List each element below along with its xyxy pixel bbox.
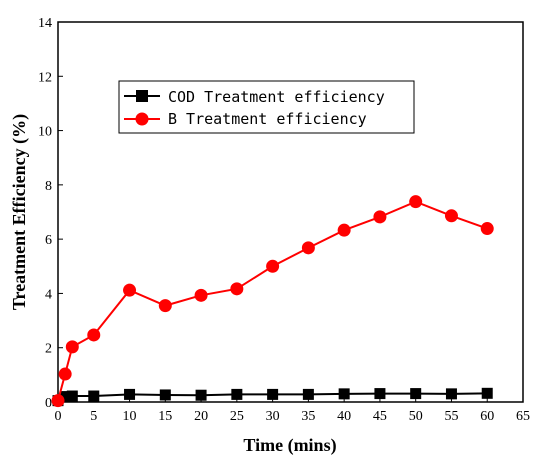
x-tick-label: 40 [337,409,351,424]
data-point-b [301,241,315,255]
x-tick-label: 30 [266,409,280,424]
x-tick-label: 10 [123,409,137,424]
data-point-b [480,222,494,236]
data-point-cod [445,388,457,400]
y-tick-label: 6 [45,233,52,248]
y-tick-label: 2 [45,342,52,357]
y-tick-label: 0 [45,396,52,411]
data-point-b [373,210,387,224]
y-axis: 0 2 4 6 8 10 12 14 [38,16,63,411]
data-point-b [230,282,244,296]
data-point-cod [195,389,207,401]
x-tick-label: 15 [158,409,172,424]
x-tick-label: 55 [444,409,458,424]
series-b [51,195,494,408]
legend-marker-b [135,112,149,126]
y-tick-label: 12 [38,70,52,85]
legend: COD Treatment efficiency B Treatment eff… [118,80,415,134]
data-point-cod [338,388,350,400]
data-point-cod [88,390,100,402]
legend-box [118,80,415,134]
series-line-b [57,200,488,401]
series-layer [51,195,494,408]
data-point-cod [59,391,71,403]
y-axis-title: Treatment Efficiency (%) [9,114,30,310]
legend-label-b: B Treatment efficiency [168,110,367,128]
data-point-b [123,283,137,297]
data-point-b [444,209,458,223]
y-tick-label: 8 [45,179,52,194]
x-tick-label: 65 [516,409,530,424]
data-point-cod [231,388,243,400]
data-point-cod [302,388,314,400]
data-point-b [51,394,65,408]
x-tick-label: 25 [230,409,244,424]
data-point-b [58,367,72,381]
x-tick-label: 5 [90,409,97,424]
x-tick-label: 35 [301,409,315,424]
data-point-b [337,223,351,237]
x-axis-title: Time (mins) [243,435,336,456]
x-tick-label: 20 [194,409,208,424]
x-tick-label: 0 [55,409,62,424]
data-point-b [87,328,101,342]
data-point-cod [267,388,279,400]
data-point-cod [66,390,78,402]
y-tick-label: 4 [45,287,52,302]
x-tick-label: 60 [480,409,494,424]
legend-marker-cod [136,90,148,102]
data-point-cod [124,388,136,400]
y-tick-label: 14 [38,16,52,31]
x-tick-label: 45 [373,409,387,424]
x-tick-label: 50 [409,409,423,424]
series-cod [52,387,493,407]
data-point-b [266,259,280,273]
data-point-b [194,288,208,302]
x-axis: 0 5 10 15 20 25 30 35 40 45 50 55 60 65 [55,397,530,424]
data-point-b [65,340,79,354]
legend-label-cod: COD Treatment efficiency [168,88,385,106]
data-point-cod [481,387,493,399]
data-point-cod [410,388,422,400]
plot-frame [57,21,524,403]
y-tick-label: 10 [38,125,52,140]
data-point-cod [159,389,171,401]
data-point-cod [374,388,386,400]
data-point-b [409,195,423,209]
data-point-b [158,299,172,313]
